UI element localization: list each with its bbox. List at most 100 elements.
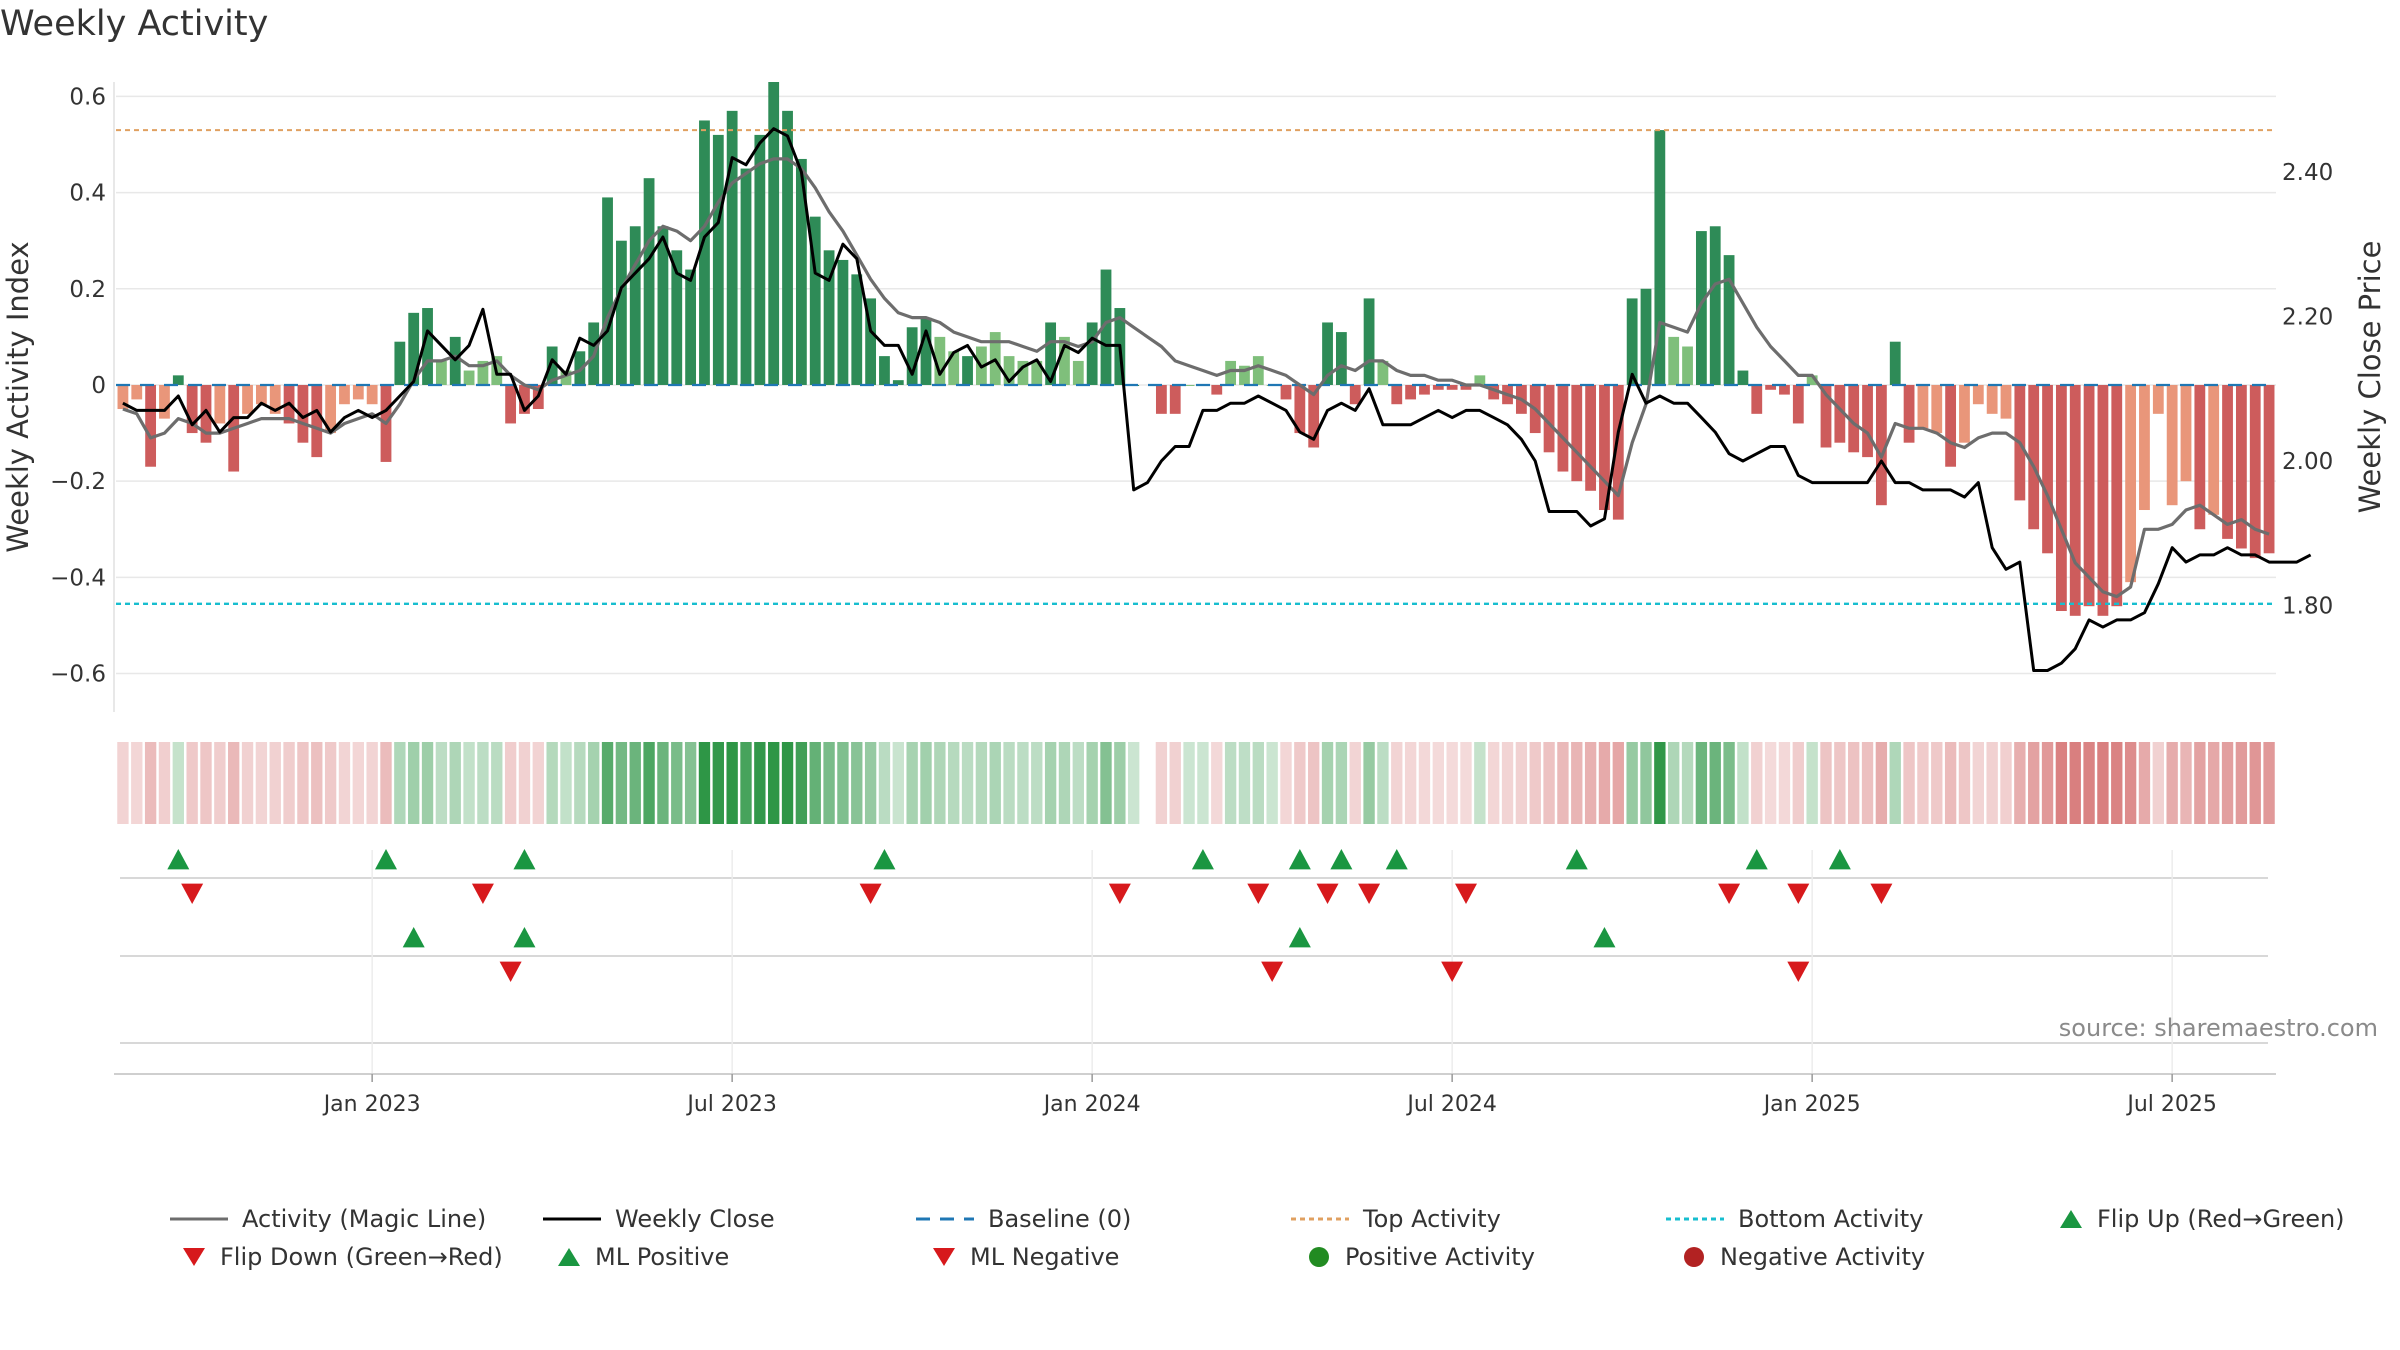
activity-bar <box>795 158 807 385</box>
legend-swatch <box>1309 1247 1329 1267</box>
heat-cell <box>795 742 808 824</box>
heat-cell <box>684 742 697 824</box>
legend-label: Activity (Magic Line) <box>242 1205 487 1233</box>
heat-cell <box>324 742 337 824</box>
activity-bar <box>1820 384 1832 448</box>
activity-bar <box>117 384 129 410</box>
heat-cell <box>1889 742 1901 824</box>
flip-down-marker <box>1455 883 1477 904</box>
heat-cell <box>975 742 988 824</box>
heat-cell <box>297 742 309 824</box>
heat-cell <box>491 742 503 824</box>
ml-positive-marker <box>513 927 536 948</box>
heat-cell <box>214 742 226 824</box>
flip-up-marker <box>1330 849 1353 870</box>
heat-cell <box>1155 742 1168 824</box>
legend-dot-swatch <box>1309 1247 1329 1267</box>
activity-bar <box>2166 384 2178 506</box>
heat-cell <box>269 742 281 824</box>
activity-bar <box>823 250 835 385</box>
heat-cell <box>2221 742 2234 824</box>
heat-cell <box>1308 742 1320 824</box>
heat-cell <box>601 742 614 824</box>
activity-bar <box>1765 384 1777 390</box>
activity-bar <box>422 308 433 385</box>
activity-bar <box>1834 384 1846 443</box>
activity-bar <box>1737 370 1749 385</box>
activity-bar <box>255 384 267 405</box>
heat-cell <box>768 742 780 824</box>
heat-cell <box>1294 742 1306 824</box>
activity-bar <box>505 384 517 424</box>
heat-cell <box>1778 742 1791 824</box>
legend-item: ML Positive <box>555 1243 729 1271</box>
heat-cell <box>588 742 600 824</box>
heat-cell <box>2083 742 2095 824</box>
activity-bar <box>477 360 489 385</box>
activity-bar <box>200 384 212 443</box>
heat-cell <box>1266 742 1278 824</box>
y-tick-label: −0.4 <box>50 565 106 591</box>
activity-bars <box>117 82 2275 616</box>
activity-bar <box>962 356 973 385</box>
legend-tri-up-swatch <box>558 1248 580 1266</box>
heat-cell <box>435 742 448 824</box>
legend-label: Baseline (0) <box>988 1205 1132 1233</box>
legend-label: Weekly Close <box>615 1205 775 1233</box>
heat-cell <box>1432 742 1444 824</box>
activity-bar <box>214 384 226 424</box>
activity-bar <box>948 351 960 385</box>
activity-bar <box>643 178 655 385</box>
activity-bar <box>1917 384 1929 429</box>
heat-cell <box>906 742 918 824</box>
axes: 0.6 0.4 0.2 0 −0.2 −0.4 −0.6 2.40 2.20 2.00 1.80 We… <box>1 82 2387 712</box>
heat-cell <box>1211 742 1223 824</box>
heat-cell <box>2249 742 2261 824</box>
heat-cell <box>1349 742 1361 824</box>
heat-cell <box>172 742 184 824</box>
heat-cell <box>117 742 129 824</box>
heat-cell <box>2166 742 2178 824</box>
flip-up-marker <box>1191 849 1214 870</box>
activity-bar <box>1599 384 1610 511</box>
activity-bar <box>435 360 447 385</box>
heat-cell <box>1571 742 1583 824</box>
y2-tick-label: 2.40 <box>2282 160 2333 186</box>
legend-item: Flip Up (Red→Green) <box>2057 1205 2345 1233</box>
heat-cell <box>823 742 835 824</box>
activity-bar <box>1155 384 1167 414</box>
legend-swatch <box>933 1248 955 1266</box>
heat-cell <box>255 742 268 824</box>
heat-cell <box>1183 742 1195 824</box>
activity-bar <box>408 312 420 385</box>
x-tick-label: Jul 2024 <box>1405 1092 1497 1117</box>
heat-cell <box>144 742 157 824</box>
activity-bar <box>325 384 337 434</box>
legend-item: Bottom Activity <box>1664 1205 1923 1233</box>
activity-bar <box>629 226 641 385</box>
activity-bar <box>1474 375 1486 385</box>
flip-up-marker <box>167 849 190 870</box>
activity-bar <box>394 341 406 385</box>
heat-cell <box>1681 742 1694 824</box>
heat-cell <box>1404 742 1417 824</box>
legend-swatch <box>1684 1247 1704 1267</box>
heat-cell <box>989 742 1001 824</box>
heat-cell <box>2028 742 2040 824</box>
heat-cell <box>1751 742 1763 824</box>
flip-up-marker <box>375 849 397 870</box>
activity-bar <box>172 375 184 385</box>
activity-bar <box>1543 384 1555 453</box>
activity-bar <box>2055 384 2067 612</box>
heat-cell <box>463 742 475 824</box>
heat-cell <box>477 742 489 824</box>
heat-cell <box>1224 742 1237 824</box>
activity-bar <box>1308 384 1320 448</box>
flip-up-marker <box>513 849 536 870</box>
heat-cell <box>1128 742 1140 824</box>
heat-cell <box>1598 742 1611 824</box>
y-axis-title: Weekly Activity Index <box>1 241 35 552</box>
activity-bar <box>131 384 143 400</box>
activity-bar <box>726 110 738 385</box>
activity-bar <box>2042 384 2053 554</box>
